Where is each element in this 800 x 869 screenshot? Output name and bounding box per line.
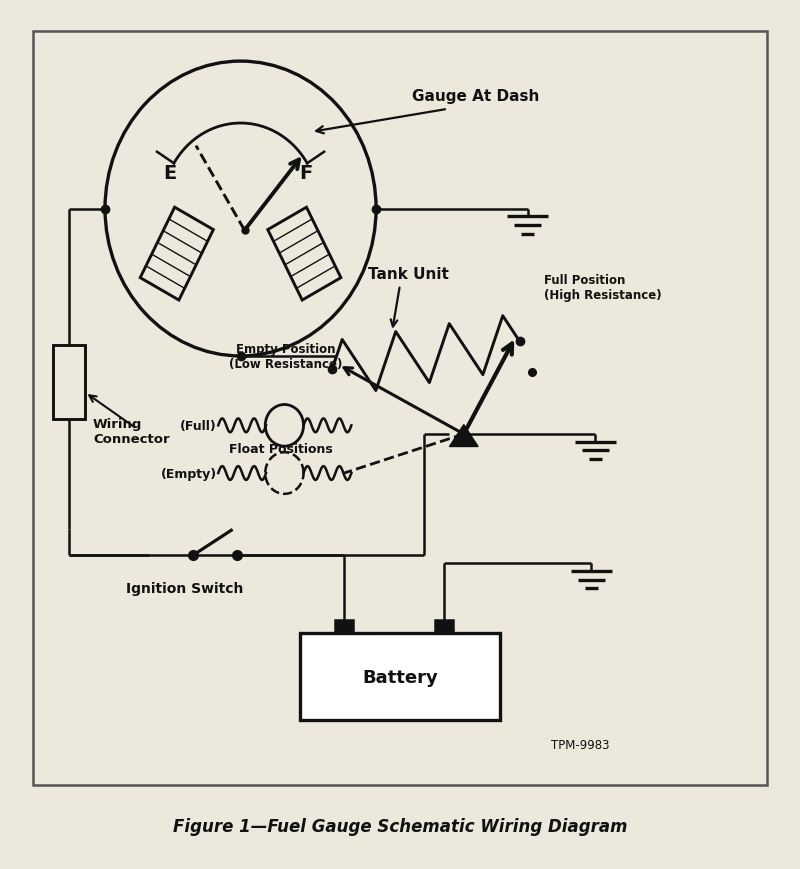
Text: F: F xyxy=(299,164,313,182)
Text: (Empty): (Empty) xyxy=(161,467,217,480)
Bar xyxy=(335,620,353,634)
Text: Figure 1—Fuel Gauge Schematic Wiring Diagram: Figure 1—Fuel Gauge Schematic Wiring Dia… xyxy=(173,817,627,835)
Bar xyxy=(54,346,85,420)
Bar xyxy=(435,620,453,634)
Text: Battery: Battery xyxy=(362,668,438,686)
Text: TPM-9983: TPM-9983 xyxy=(551,738,610,751)
Text: (Full): (Full) xyxy=(180,420,217,433)
Text: E: E xyxy=(163,164,177,182)
Bar xyxy=(140,208,214,301)
Text: Float Positions: Float Positions xyxy=(229,442,332,455)
Text: Tank Unit: Tank Unit xyxy=(367,267,449,282)
Bar xyxy=(34,31,766,786)
Text: Gauge At Dash: Gauge At Dash xyxy=(412,90,539,104)
Bar xyxy=(300,634,500,720)
Polygon shape xyxy=(450,425,478,447)
Bar xyxy=(268,208,341,301)
Text: Ignition Switch: Ignition Switch xyxy=(126,581,243,595)
Text: Empty Position
(Low Resistance): Empty Position (Low Resistance) xyxy=(229,342,342,370)
Text: Full Position
(High Resistance): Full Position (High Resistance) xyxy=(543,273,661,302)
Text: Wiring
Connector: Wiring Connector xyxy=(93,417,170,445)
